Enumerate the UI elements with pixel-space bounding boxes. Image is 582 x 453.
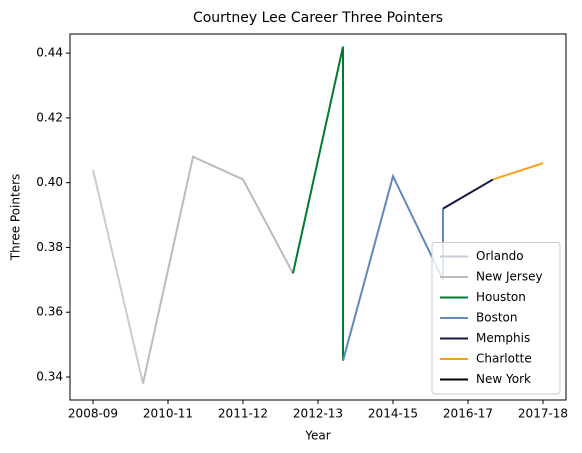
legend-label: Boston <box>476 311 517 325</box>
x-tick-label: 2008-09 <box>68 407 118 421</box>
series-line <box>492 162 544 181</box>
x-tick-label: 2014-15 <box>368 407 418 421</box>
y-tick-label: 0.38 <box>36 240 63 254</box>
legend-label: Orlando <box>476 249 524 263</box>
axes-frame <box>69 33 567 401</box>
x-tick-label: 2010-11 <box>143 407 193 421</box>
legend-frame <box>431 242 561 395</box>
series-line <box>442 178 494 210</box>
y-tick-label: 0.34 <box>36 370 63 384</box>
legend-label: Houston <box>476 290 526 304</box>
series-line <box>142 155 294 384</box>
y-tick-label: 0.40 <box>36 175 63 189</box>
y-tick-label: 0.42 <box>36 110 63 124</box>
legend-label: New York <box>476 372 531 386</box>
legend: Orlando New Jersey Houston Boston Memphis Cha… <box>431 242 561 395</box>
series-line <box>92 169 144 384</box>
y-axis-label: Three Pointers <box>9 174 23 262</box>
x-axis-label: Year <box>304 429 330 443</box>
x-tick-label: 2017-18 <box>518 407 568 421</box>
x-tick-label: 2012-13 <box>293 407 343 421</box>
legend-label: Memphis <box>476 331 530 345</box>
x-tick-label: 2016-17 <box>443 407 493 421</box>
chart-title: Courtney Lee Career Three Pointers <box>193 10 443 26</box>
legend-label: Charlotte <box>476 352 532 366</box>
legend-label: New Jersey <box>476 270 543 284</box>
x-tick-label: 2011-12 <box>218 407 268 421</box>
series-line <box>292 46 344 361</box>
y-tick-label: 0.44 <box>36 46 63 60</box>
y-tick-label: 0.36 <box>36 305 63 319</box>
